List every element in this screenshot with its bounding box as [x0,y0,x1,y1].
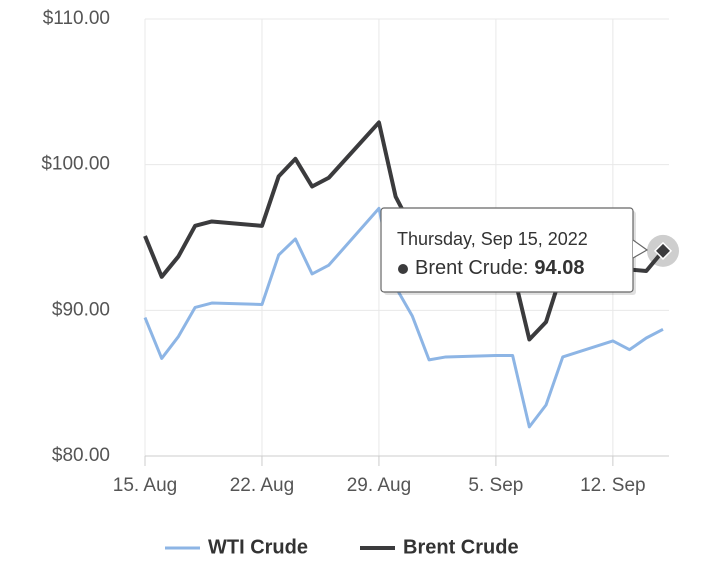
series-line [143,206,664,429]
tooltip-pointer [632,239,649,259]
x-tick-label: 22. Aug [230,475,294,496]
tooltip-label: Brent Crude: [415,257,528,279]
y-tick-label: $110.00 [43,8,110,29]
hover-marker [653,241,673,260]
x-tick-label: 29. Aug [347,475,411,496]
tooltip-value: 94.08 [534,257,584,279]
tooltip-dot [398,264,408,274]
x-tick-label: 15. Aug [113,475,177,496]
x-tick-label: 12. Sep [580,475,646,496]
tooltip: Thursday, Sep 15, 2022 Brent Crude: 94.08 [380,207,649,295]
y-tick-label: $100.00 [41,154,110,175]
tooltip-text: Brent Crude: 94.08 [415,257,584,279]
legend-label: WTI Crude [208,536,308,558]
tooltip-box [380,207,634,293]
legend-label: Brent Crude [403,536,519,558]
y-tick-label: $90.00 [52,299,110,320]
x-tick-label: 5. Sep [468,475,523,496]
tooltip-date: Thursday, Sep 15, 2022 [397,229,588,249]
y-tick-label: $80.00 [52,445,110,466]
